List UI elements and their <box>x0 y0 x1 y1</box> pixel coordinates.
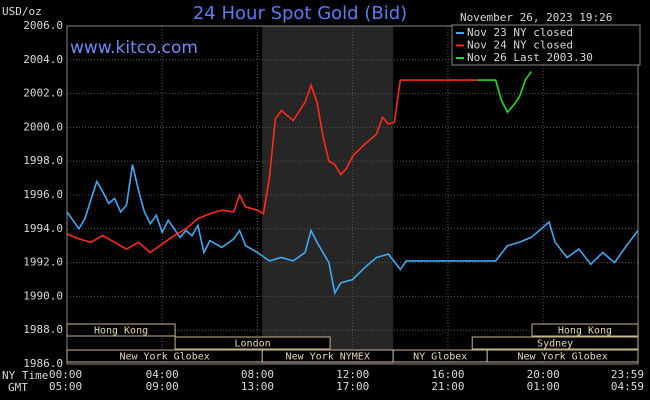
y-tick-label: 2002.0 <box>23 87 63 100</box>
session-label: London <box>235 339 271 350</box>
price-line <box>66 79 478 254</box>
price-line <box>66 164 639 296</box>
session-label: NY Globex <box>413 352 467 363</box>
legend-label: Nov 26 Last 2003.30 <box>467 51 593 64</box>
session-bar <box>471 336 639 350</box>
line-layer <box>66 71 639 296</box>
plot-frame <box>66 25 639 365</box>
y-tick-label: 1996.0 <box>23 188 63 201</box>
x-tick-label: 16:00 <box>431 368 464 381</box>
x-row-label: NY Time <box>2 369 48 382</box>
x-tick-label-gmt: 13:00 <box>241 380 274 393</box>
x-tick-label: 12:00 <box>336 368 369 381</box>
shade-layer <box>262 26 394 364</box>
session-label: New York Globex <box>517 352 607 363</box>
session-label: New York Globex <box>119 352 209 363</box>
x-tick-label-gmt: 09:00 <box>146 380 179 393</box>
session-bar <box>531 323 639 337</box>
y-tick-label: 1986.0 <box>23 357 63 370</box>
y-tick-label: 2006.0 <box>23 19 63 32</box>
x-tick-label: 20:00 <box>527 368 560 381</box>
x-tick-label: 04:00 <box>146 368 179 381</box>
session-label: Sydney <box>537 339 573 350</box>
x-tick-label: 23:59 <box>611 368 644 381</box>
x-row-label: GMT <box>8 381 28 394</box>
x-tick-label-gmt: 05:00 <box>49 380 82 393</box>
x-tick-label-gmt: 01:00 <box>527 380 560 393</box>
y-tick-label: 1994.0 <box>23 222 63 235</box>
watermark: www.kitco.com <box>70 38 198 58</box>
legend-label: Nov 24 NY closed <box>467 39 573 52</box>
y-tick-label: 1990.0 <box>23 289 63 302</box>
x-tick-label-gmt: 21:00 <box>431 380 464 393</box>
x-tick-label: 08:00 <box>241 368 274 381</box>
y-tick-label: 1998.0 <box>23 154 63 167</box>
x-tick-label: 00:00 <box>49 368 82 381</box>
session-label: Hong Kong <box>558 326 612 337</box>
session-bar <box>174 336 331 350</box>
y-tick-label: 2004.0 <box>23 53 63 66</box>
session-bar <box>486 349 639 363</box>
session-label: New York NYMEX <box>286 352 370 363</box>
x-tick-label-gmt: 04:59 <box>611 380 644 393</box>
timestamp: November 26, 2023 19:26 <box>460 11 612 24</box>
x-tick-label-gmt: 17:00 <box>336 380 369 393</box>
session-label: Hong Kong <box>94 326 148 337</box>
session-bar <box>66 323 176 337</box>
y-tick-label: 1988.0 <box>23 323 63 336</box>
y-tick-label: 2000.0 <box>23 120 63 133</box>
y-tick-label: 1992.0 <box>23 256 63 269</box>
chart-title: 24 Hour Spot Gold (Bid) <box>193 3 407 24</box>
session-shade <box>262 26 394 364</box>
legend-box <box>451 24 641 66</box>
price-line <box>477 71 532 114</box>
legend-label: Nov 23 NY closed <box>467 26 573 39</box>
y-unit: USD/oz <box>2 5 42 18</box>
